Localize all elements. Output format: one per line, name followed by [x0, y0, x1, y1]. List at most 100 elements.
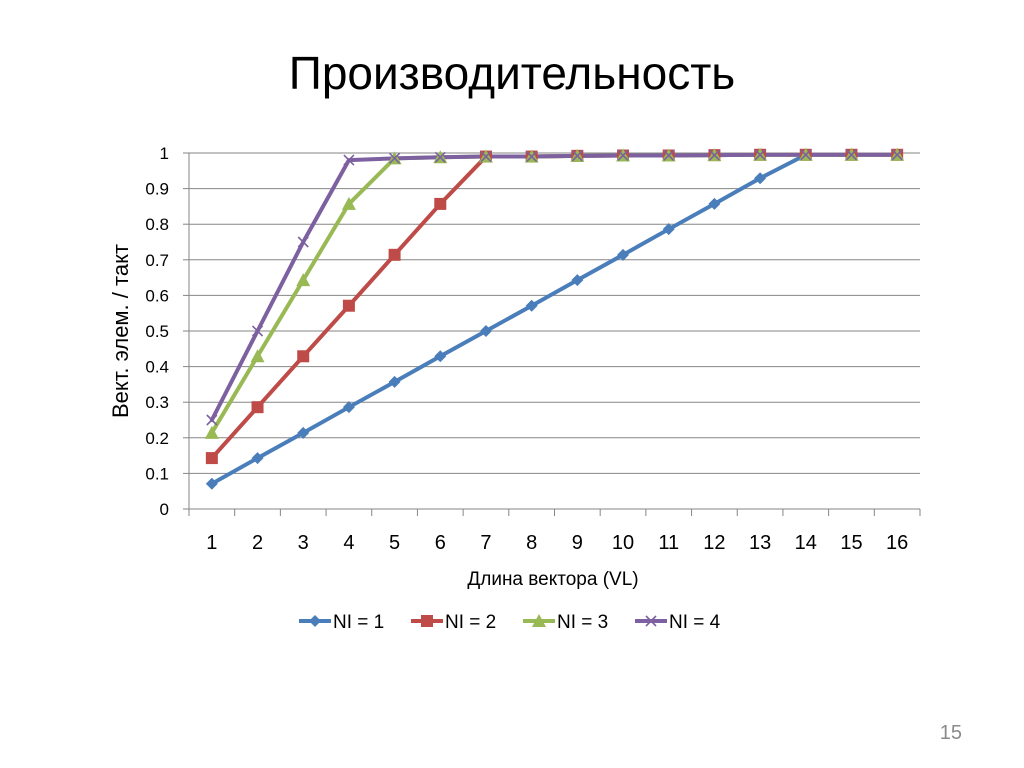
point-marker: [479, 325, 492, 337]
x-tick-label: 10: [612, 532, 634, 554]
point-marker: [617, 248, 630, 261]
chart-gridlines: [189, 152, 920, 474]
x-tick-label: 8: [526, 532, 537, 554]
point-marker: [251, 325, 264, 337]
marker-stroke: [800, 149, 812, 161]
legend-item: NI = 4: [635, 612, 721, 633]
point-marker: [297, 350, 310, 363]
y-tick-label: 0.7: [145, 251, 169, 270]
x-tick-label: 5: [389, 532, 400, 554]
marker-stroke: [434, 151, 446, 163]
marker-stroke: [891, 149, 903, 161]
point-marker: [388, 248, 401, 261]
point-marker: [800, 149, 812, 161]
marker-stroke: [754, 149, 766, 161]
point-marker: [297, 236, 309, 248]
legend-item: NI = 3: [523, 612, 608, 633]
slide-title: Производительность: [288, 47, 736, 99]
point-marker: [617, 149, 629, 162]
y-tick-label: 0.4: [145, 358, 169, 377]
point-marker: [754, 172, 767, 185]
y-tick-label: 0.2: [145, 429, 169, 448]
marker-stroke: [617, 149, 629, 162]
x-axis-title: Длина вектора (VL): [467, 569, 638, 590]
marker-stroke: [645, 615, 657, 627]
point-marker: [434, 350, 447, 363]
y-tick-label: 0: [160, 500, 169, 519]
marker-stroke: [297, 236, 309, 248]
series-line: [209, 152, 900, 461]
point-marker: [845, 149, 858, 161]
marker-stroke: [389, 152, 401, 164]
point-marker: [250, 349, 265, 363]
legend-item: NI = 1: [299, 612, 384, 633]
point-marker: [571, 150, 583, 162]
point-marker: [663, 149, 675, 162]
x-tick-label: 14: [795, 532, 817, 554]
point-marker: [297, 426, 310, 439]
y-tick-label: 0.8: [145, 215, 169, 234]
point-marker: [341, 196, 356, 210]
y-tick-label: 0.1: [145, 464, 169, 483]
point-marker: [251, 452, 264, 465]
point-marker: [342, 299, 355, 312]
marker-stroke: [206, 414, 218, 426]
point-marker: [205, 477, 218, 490]
point-marker: [571, 274, 584, 287]
marker-stroke: [571, 150, 583, 162]
point-marker: [708, 197, 721, 210]
marker-stroke: [663, 149, 675, 162]
series-line: [209, 152, 900, 422]
point-marker: [389, 152, 401, 164]
legend-label: NI = 4: [669, 612, 721, 633]
x-tick-label: 15: [840, 532, 862, 554]
point-marker: [343, 154, 355, 166]
point-marker: [532, 614, 546, 627]
point-marker: [754, 149, 766, 161]
marker-stroke: [526, 150, 538, 163]
point-marker: [421, 615, 433, 627]
point-marker: [388, 375, 401, 388]
point-marker: [206, 414, 218, 426]
x-tick-label: 4: [343, 532, 354, 554]
y-tick-label: 0.9: [145, 180, 169, 199]
point-marker: [708, 149, 720, 161]
point-marker: [342, 401, 355, 414]
point-marker: [525, 299, 538, 312]
point-marker: [204, 425, 219, 439]
series-line: [209, 152, 900, 486]
point-marker: [296, 273, 311, 287]
legend-label: NI = 3: [557, 612, 608, 633]
x-tick-label: 12: [703, 532, 725, 554]
y-axis-title: Вект. элем. / такт: [108, 244, 133, 418]
x-tick-label: 7: [480, 532, 491, 554]
point-marker: [205, 452, 218, 465]
y-tick-label: 1: [160, 144, 169, 163]
x-tick-label: 1: [206, 532, 217, 554]
point-marker: [480, 150, 492, 163]
x-tick-label: 2: [252, 532, 263, 554]
y-tick-label: 0.5: [145, 322, 169, 341]
x-tick-label: 16: [886, 532, 908, 554]
y-tick-label: 0.6: [145, 286, 169, 305]
legend-label: NI = 1: [333, 612, 384, 633]
point-marker: [891, 149, 903, 161]
point-marker: [434, 151, 446, 163]
chart-markers: [204, 147, 905, 490]
point-marker: [434, 197, 447, 210]
marker-stroke: [251, 325, 264, 337]
point-marker: [645, 615, 657, 627]
legend-item: NI = 2: [411, 612, 496, 633]
point-marker: [309, 615, 321, 627]
point-marker: [526, 150, 538, 163]
legend-label: NI = 2: [445, 612, 496, 633]
chart-legend: NI = 1 NI = 2 NI = 3 NI = 4: [299, 612, 721, 633]
marker-stroke: [708, 149, 720, 161]
marker-stroke: [845, 149, 858, 161]
x-tick-label: 9: [572, 532, 583, 554]
marker-stroke: [343, 154, 355, 166]
chart-axes: [183, 152, 921, 516]
x-tick-label: 13: [749, 532, 771, 554]
x-tick-label: 11: [658, 532, 679, 554]
